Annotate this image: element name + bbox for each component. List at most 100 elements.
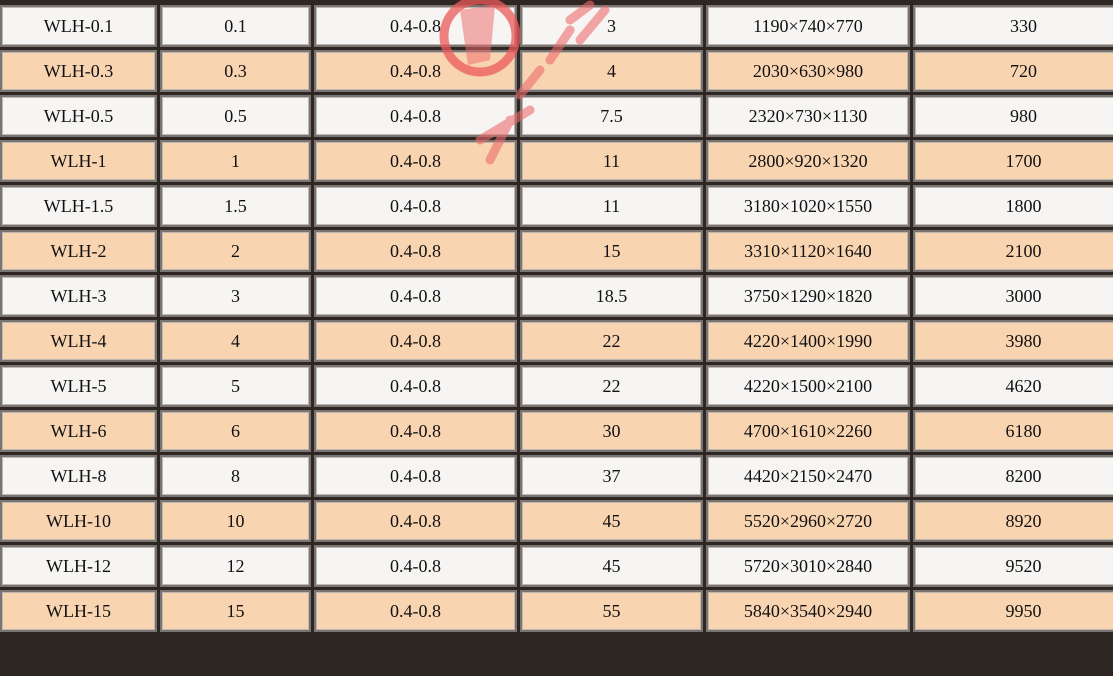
cell-dimensions: 2030×630×980 (706, 50, 910, 92)
table-row: WLH-0.5 0.5 0.4-0.8 7.5 2320×730×1130 980 (0, 95, 1113, 137)
cell-dimensions: 4420×2150×2470 (706, 455, 910, 497)
cell-dimensions: 5720×3010×2840 (706, 545, 910, 587)
cell-dimensions: 5520×2960×2720 (706, 500, 910, 542)
cell-power: 15 (520, 230, 703, 272)
cell-capacity: 2 (160, 230, 311, 272)
cell-model: WLH-6 (0, 410, 157, 452)
cell-model: WLH-1 (0, 140, 157, 182)
table-row: WLH-15 15 0.4-0.8 55 5840×3540×2940 9950 (0, 590, 1113, 632)
cell-weight: 980 (913, 95, 1113, 137)
cell-power: 11 (520, 140, 703, 182)
table-row: WLH-5 5 0.4-0.8 22 4220×1500×2100 4620 (0, 365, 1113, 407)
table-row: WLH-0.3 0.3 0.4-0.8 4 2030×630×980 720 (0, 50, 1113, 92)
cell-weight: 8200 (913, 455, 1113, 497)
cell-weight: 1700 (913, 140, 1113, 182)
cell-weight: 1800 (913, 185, 1113, 227)
cell-model: WLH-1.5 (0, 185, 157, 227)
cell-power: 37 (520, 455, 703, 497)
cell-model: WLH-0.1 (0, 5, 157, 47)
cell-model: WLH-5 (0, 365, 157, 407)
cell-weight: 6180 (913, 410, 1113, 452)
cell-dimensions: 2320×730×1130 (706, 95, 910, 137)
cell-weight: 4620 (913, 365, 1113, 407)
cell-capacity: 4 (160, 320, 311, 362)
cell-capacity: 0.1 (160, 5, 311, 47)
table-row: WLH-2 2 0.4-0.8 15 3310×1120×1640 2100 (0, 230, 1113, 272)
cell-weight: 330 (913, 5, 1113, 47)
cell-capacity: 1 (160, 140, 311, 182)
cell-power: 18.5 (520, 275, 703, 317)
cell-capacity: 0.3 (160, 50, 311, 92)
cell-power: 45 (520, 500, 703, 542)
cell-dimensions: 4220×1500×2100 (706, 365, 910, 407)
cell-dimensions: 2800×920×1320 (706, 140, 910, 182)
cell-pressure: 0.4-0.8 (314, 5, 517, 47)
cell-pressure: 0.4-0.8 (314, 455, 517, 497)
cell-pressure: 0.4-0.8 (314, 500, 517, 542)
cell-model: WLH-12 (0, 545, 157, 587)
cell-capacity: 15 (160, 590, 311, 632)
cell-capacity: 12 (160, 545, 311, 587)
cell-power: 3 (520, 5, 703, 47)
cell-pressure: 0.4-0.8 (314, 410, 517, 452)
cell-weight: 3000 (913, 275, 1113, 317)
cell-weight: 9520 (913, 545, 1113, 587)
cell-pressure: 0.4-0.8 (314, 545, 517, 587)
table-row: WLH-1.5 1.5 0.4-0.8 11 3180×1020×1550 1800 (0, 185, 1113, 227)
cell-pressure: 0.4-0.8 (314, 590, 517, 632)
cell-dimensions: 1190×740×770 (706, 5, 910, 47)
cell-power: 11 (520, 185, 703, 227)
cell-model: WLH-3 (0, 275, 157, 317)
cell-dimensions: 5840×3540×2940 (706, 590, 910, 632)
table-row: WLH-8 8 0.4-0.8 37 4420×2150×2470 8200 (0, 455, 1113, 497)
cell-capacity: 1.5 (160, 185, 311, 227)
table-row: WLH-0.1 0.1 0.4-0.8 3 1190×740×770 330 (0, 5, 1113, 47)
cell-pressure: 0.4-0.8 (314, 95, 517, 137)
cell-dimensions: 3180×1020×1550 (706, 185, 910, 227)
cell-weight: 720 (913, 50, 1113, 92)
cell-model: WLH-2 (0, 230, 157, 272)
cell-capacity: 3 (160, 275, 311, 317)
table-row: WLH-1 1 0.4-0.8 11 2800×920×1320 1700 (0, 140, 1113, 182)
cell-dimensions: 3310×1120×1640 (706, 230, 910, 272)
cell-pressure: 0.4-0.8 (314, 230, 517, 272)
cell-power: 22 (520, 320, 703, 362)
table-row: WLH-4 4 0.4-0.8 22 4220×1400×1990 3980 (0, 320, 1113, 362)
cell-pressure: 0.4-0.8 (314, 320, 517, 362)
cell-weight: 9950 (913, 590, 1113, 632)
cell-pressure: 0.4-0.8 (314, 140, 517, 182)
table-row: WLH-6 6 0.4-0.8 30 4700×1610×2260 6180 (0, 410, 1113, 452)
cell-power: 4 (520, 50, 703, 92)
cell-power: 30 (520, 410, 703, 452)
cell-weight: 2100 (913, 230, 1113, 272)
table-row: WLH-12 12 0.4-0.8 45 5720×3010×2840 9520 (0, 545, 1113, 587)
spec-table-body: WLH-0.1 0.1 0.4-0.8 3 1190×740×770 330 WLH-0.3… (0, 5, 1113, 632)
cell-capacity: 8 (160, 455, 311, 497)
cell-model: WLH-10 (0, 500, 157, 542)
cell-power: 55 (520, 590, 703, 632)
cell-weight: 3980 (913, 320, 1113, 362)
cell-capacity: 0.5 (160, 95, 311, 137)
cell-model: WLH-4 (0, 320, 157, 362)
cell-dimensions: 4220×1400×1990 (706, 320, 910, 362)
cell-model: WLH-15 (0, 590, 157, 632)
cell-pressure: 0.4-0.8 (314, 185, 517, 227)
cell-model: WLH-0.5 (0, 95, 157, 137)
cell-power: 7.5 (520, 95, 703, 137)
cell-model: WLH-0.3 (0, 50, 157, 92)
cell-pressure: 0.4-0.8 (314, 50, 517, 92)
spec-table: WLH-0.1 0.1 0.4-0.8 3 1190×740×770 330 WLH-0.3… (0, 2, 1113, 635)
cell-pressure: 0.4-0.8 (314, 275, 517, 317)
cell-power: 22 (520, 365, 703, 407)
table-row: WLH-10 10 0.4-0.8 45 5520×2960×2720 8920 (0, 500, 1113, 542)
cell-dimensions: 3750×1290×1820 (706, 275, 910, 317)
table-row: WLH-3 3 0.4-0.8 18.5 3750×1290×1820 3000 (0, 275, 1113, 317)
cell-dimensions: 4700×1610×2260 (706, 410, 910, 452)
cell-capacity: 10 (160, 500, 311, 542)
cell-pressure: 0.4-0.8 (314, 365, 517, 407)
cell-weight: 8920 (913, 500, 1113, 542)
cell-capacity: 6 (160, 410, 311, 452)
cell-model: WLH-8 (0, 455, 157, 497)
cell-power: 45 (520, 545, 703, 587)
cell-capacity: 5 (160, 365, 311, 407)
